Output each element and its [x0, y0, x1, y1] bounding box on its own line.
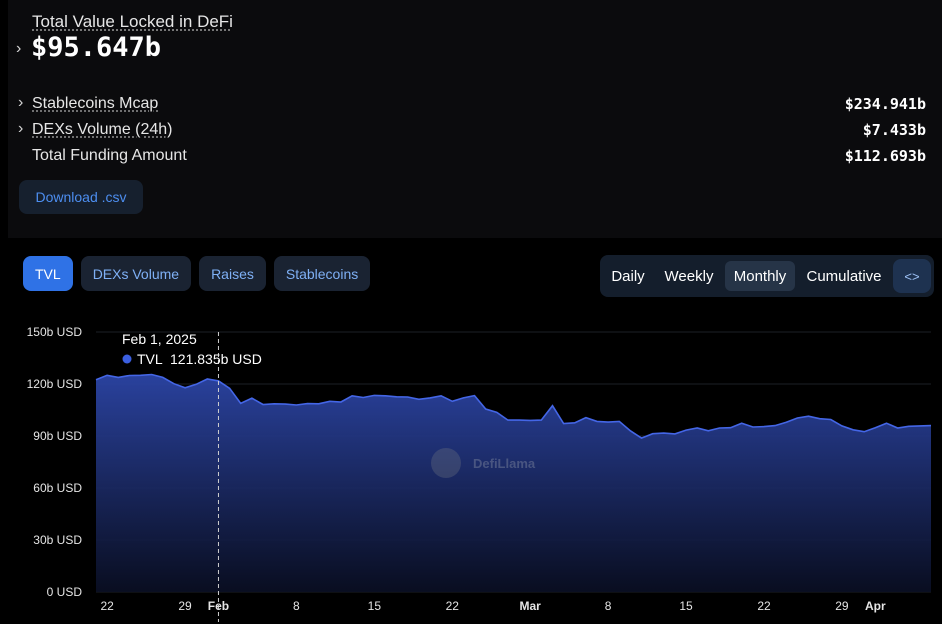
- embed-code-icon[interactable]: <>: [893, 259, 931, 293]
- y-tick-label: 150b USD: [27, 325, 83, 339]
- y-tick-label: 90b USD: [33, 429, 82, 443]
- period-cumulative[interactable]: Cumulative: [806, 267, 882, 285]
- chevron-right-icon[interactable]: ›: [18, 94, 24, 111]
- chevron-right-icon[interactable]: ›: [16, 40, 22, 57]
- tvl-area: [96, 374, 931, 592]
- tooltip-series-name: TVL: [137, 351, 163, 367]
- x-tick-label: 22: [100, 599, 114, 613]
- watermark-text: DefiLlama: [473, 456, 536, 471]
- period-selector: Daily Weekly Monthly Cumulative: [600, 255, 934, 297]
- tab-dexs-volume[interactable]: DEXs Volume: [80, 256, 192, 291]
- x-tick-label: 8: [293, 599, 300, 613]
- x-tick-label: 29: [835, 599, 849, 613]
- period-monthly[interactable]: Monthly: [725, 261, 795, 291]
- y-tick-label: 30b USD: [33, 533, 82, 547]
- dexs-volume-value: $7.433b: [862, 121, 926, 139]
- period-daily[interactable]: Daily: [611, 267, 645, 285]
- tvl-line: [95, 373, 932, 439]
- chevron-right-icon[interactable]: ›: [18, 120, 24, 137]
- y-tick-label: 60b USD: [33, 481, 82, 495]
- y-tick-label: 0 USD: [47, 585, 83, 599]
- y-tick-label: 120b USD: [27, 377, 83, 391]
- defillama-watermark: DefiLlama: [431, 448, 536, 478]
- x-tick-label: 29: [178, 599, 192, 613]
- total-funding-value: $112.693b: [844, 147, 926, 165]
- dexs-volume-label[interactable]: DEXs Volume (24h): [32, 121, 173, 138]
- x-tick-label: Apr: [865, 599, 886, 613]
- tooltip-value: 121.835b USD: [170, 351, 262, 367]
- summary-panel: [8, 0, 942, 238]
- period-weekly[interactable]: Weekly: [664, 267, 714, 285]
- chart-tabs: TVL DEXs Volume Raises Stablecoins: [23, 256, 371, 291]
- stablecoins-mcap-value: $234.941b: [844, 95, 926, 113]
- x-tick-label: 8: [605, 599, 612, 613]
- x-tick-label: 15: [679, 599, 693, 613]
- tab-stablecoins[interactable]: Stablecoins: [273, 256, 371, 291]
- tab-tvl[interactable]: TVL: [23, 256, 73, 291]
- stablecoins-mcap-label[interactable]: Stablecoins Mcap: [32, 95, 159, 112]
- tooltip-date: Feb 1, 2025: [122, 331, 197, 347]
- tab-raises[interactable]: Raises: [199, 256, 266, 291]
- total-funding-label: Total Funding Amount: [32, 147, 187, 164]
- x-tick-label: 22: [757, 599, 771, 613]
- x-tick-label: 22: [446, 599, 460, 613]
- tooltip-series-dot: [122, 354, 132, 364]
- tvl-value: $95.647b: [31, 32, 162, 63]
- x-tick-label: Mar: [520, 599, 542, 613]
- x-tick-label: 15: [368, 599, 382, 613]
- tvl-title: Total Value Locked in DeFi: [32, 12, 233, 31]
- download-csv-button[interactable]: Download .csv: [19, 180, 143, 214]
- llama-logo-icon: [431, 448, 461, 478]
